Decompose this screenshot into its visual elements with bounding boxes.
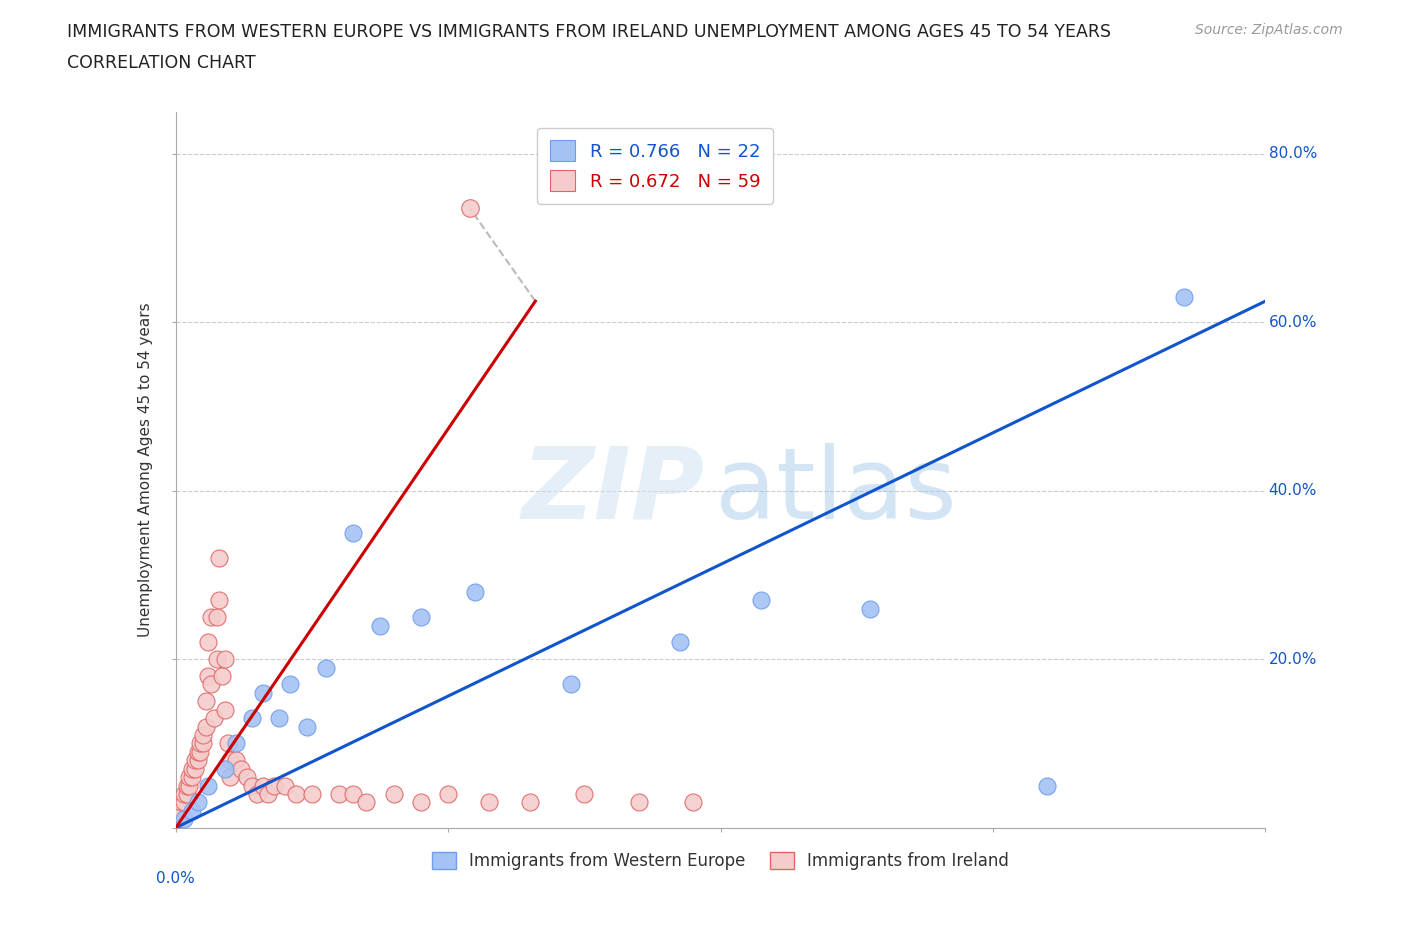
Point <box>235 770 257 785</box>
Point <box>219 770 242 785</box>
Point <box>1036 778 1059 793</box>
Point <box>382 787 405 802</box>
Point <box>668 635 690 650</box>
Point <box>194 719 217 734</box>
Point <box>173 812 195 827</box>
Point <box>284 787 307 802</box>
Point <box>368 618 391 633</box>
Point <box>208 592 231 607</box>
Point <box>263 778 285 793</box>
Point <box>859 601 882 616</box>
Point <box>211 669 233 684</box>
Text: ZIP: ZIP <box>522 443 704 539</box>
Text: 40.0%: 40.0% <box>1268 484 1317 498</box>
Point <box>252 778 274 793</box>
Point <box>167 812 190 827</box>
Point <box>202 711 225 725</box>
Point <box>214 762 236 777</box>
Point <box>682 795 704 810</box>
Point <box>214 702 236 717</box>
Point <box>197 778 219 793</box>
Point <box>437 787 460 802</box>
Point <box>186 753 209 768</box>
Point <box>167 804 190 818</box>
Point <box>179 770 201 785</box>
Point <box>205 610 228 625</box>
Point <box>342 525 364 540</box>
Point <box>252 685 274 700</box>
Point <box>1173 289 1195 304</box>
Point <box>184 762 207 777</box>
Point <box>519 795 541 810</box>
Point <box>278 677 301 692</box>
Point <box>458 201 481 216</box>
Y-axis label: Unemployment Among Ages 45 to 54 years: Unemployment Among Ages 45 to 54 years <box>138 302 153 637</box>
Point <box>315 660 337 675</box>
Point <box>301 787 323 802</box>
Point <box>176 787 198 802</box>
Point <box>225 736 247 751</box>
Point <box>186 795 209 810</box>
Point <box>194 694 217 709</box>
Point <box>328 787 350 802</box>
Point <box>176 778 198 793</box>
Point <box>409 610 432 625</box>
Point <box>205 652 228 667</box>
Text: 60.0%: 60.0% <box>1268 314 1317 330</box>
Point <box>240 778 263 793</box>
Point <box>181 770 204 785</box>
Point <box>240 711 263 725</box>
Point <box>181 804 204 818</box>
Point <box>191 736 214 751</box>
Point <box>173 795 195 810</box>
Point <box>214 652 236 667</box>
Point <box>217 736 239 751</box>
Point <box>225 753 247 768</box>
Point <box>173 787 195 802</box>
Point <box>200 610 222 625</box>
Point <box>246 787 269 802</box>
Point <box>478 795 501 810</box>
Text: atlas: atlas <box>716 443 956 539</box>
Text: CORRELATION CHART: CORRELATION CHART <box>67 54 256 72</box>
Point <box>342 787 364 802</box>
Text: IMMIGRANTS FROM WESTERN EUROPE VS IMMIGRANTS FROM IRELAND UNEMPLOYMENT AMONG AGE: IMMIGRANTS FROM WESTERN EUROPE VS IMMIGR… <box>67 23 1112 41</box>
Point <box>181 762 204 777</box>
Point <box>197 635 219 650</box>
Point <box>170 804 193 818</box>
Text: 0.0%: 0.0% <box>156 870 195 885</box>
Point <box>257 787 280 802</box>
Point <box>627 795 650 810</box>
Point <box>274 778 297 793</box>
Point <box>188 736 211 751</box>
Point <box>356 795 378 810</box>
Point <box>464 584 486 599</box>
Point <box>231 762 253 777</box>
Point <box>560 677 582 692</box>
Point <box>188 744 211 759</box>
Point <box>184 753 207 768</box>
Legend: Immigrants from Western Europe, Immigrants from Ireland: Immigrants from Western Europe, Immigran… <box>426 845 1015 877</box>
Point <box>751 592 773 607</box>
Point <box>269 711 291 725</box>
Point <box>208 551 231 565</box>
Text: 80.0%: 80.0% <box>1268 146 1317 161</box>
Text: 20.0%: 20.0% <box>1268 652 1317 667</box>
Point <box>197 669 219 684</box>
Point <box>574 787 596 802</box>
Point <box>191 727 214 742</box>
Point <box>200 677 222 692</box>
Text: Source: ZipAtlas.com: Source: ZipAtlas.com <box>1195 23 1343 37</box>
Point <box>186 744 209 759</box>
Point <box>170 795 193 810</box>
Point <box>295 719 318 734</box>
Point <box>409 795 432 810</box>
Point <box>179 778 201 793</box>
Point <box>219 753 242 768</box>
